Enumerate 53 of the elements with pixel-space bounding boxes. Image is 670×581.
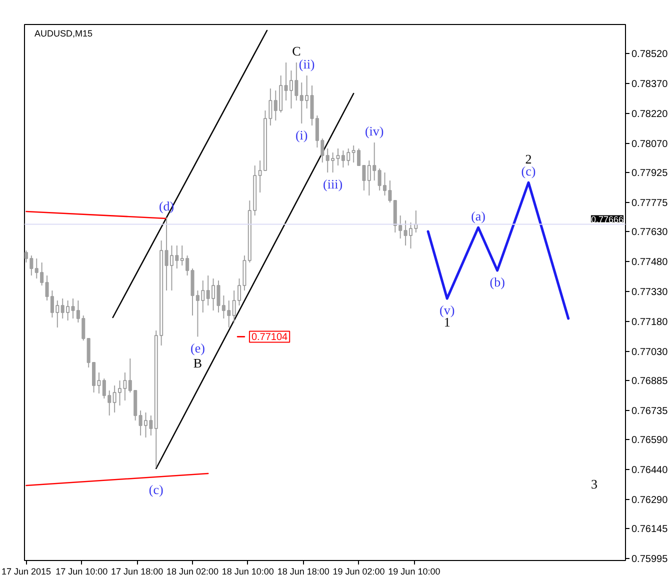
ref-line-label: 0.77666 — [590, 214, 624, 224]
y-tick-label: 0.78220 — [632, 109, 668, 120]
y-tick-label: 0.78520 — [632, 49, 668, 60]
y-tick-label: 0.77330 — [632, 287, 668, 298]
annotation: (i) — [295, 128, 308, 142]
y-tick-label: 0.77630 — [632, 227, 668, 238]
chart-title: AUDUSD,M15 — [34, 28, 93, 38]
annotation: (b) — [490, 274, 505, 290]
candlestick — [320, 138, 324, 163]
candlestick — [128, 358, 132, 393]
y-tick-label: 0.78070 — [632, 139, 668, 150]
annotation: (iii) — [323, 176, 343, 192]
y-tick-label: 0.77775 — [632, 198, 668, 209]
annotation: C — [292, 44, 301, 58]
annotation: (v) — [440, 302, 455, 318]
x-tick-label: 18 Jun 18:00 — [277, 566, 330, 576]
series-label: 0.77104 — [251, 332, 288, 344]
x-tick-label: 19 Jun 10:00 — [388, 566, 440, 576]
annotation: 2 — [525, 152, 532, 166]
y-tick-label: 0.77030 — [632, 347, 668, 358]
y-tick-label: 0.77480 — [632, 257, 668, 268]
y-tick-label: 0.76735 — [632, 406, 668, 417]
candlestick — [86, 338, 90, 368]
annotation: 1 — [444, 314, 450, 330]
y-tick-label: 0.78370 — [632, 79, 668, 90]
annotation: (e) — [190, 340, 205, 356]
x-tick-label: 18 Jun 10:00 — [222, 566, 274, 576]
x-tick-label: 17 Jun 2015 — [1, 566, 52, 576]
y-tick-label: 0.76885 — [632, 376, 668, 387]
candlestick — [398, 215, 402, 239]
annotation: (c) — [521, 164, 536, 178]
candlestick — [108, 390, 112, 416]
x-tick-label: 17 Jun 10:00 — [56, 566, 108, 576]
annotation: (a) — [471, 208, 486, 224]
annotation: (ii) — [298, 56, 315, 72]
candlestick — [34, 258, 38, 279]
y-tick-label: 0.76590 — [632, 435, 668, 446]
annotation: (c) — [148, 482, 164, 497]
candlestick — [102, 378, 106, 399]
annotation: B — [193, 356, 202, 371]
y-tick-label: 0.76145 — [632, 524, 668, 535]
y-tick-label: 0.77180 — [632, 317, 668, 328]
y-tick-label: 0.77925 — [632, 168, 668, 179]
y-tick-label: 0.76440 — [632, 465, 668, 476]
candlestick — [227, 300, 231, 328]
candlestick — [82, 315, 86, 341]
annotation: (iv) — [364, 124, 384, 138]
annotation: 3 — [591, 476, 598, 492]
x-tick-label: 18 Jun 02:00 — [166, 566, 219, 576]
y-tick-label: 0.75995 — [632, 554, 668, 565]
x-tick-label: 17 Jun 18:00 — [111, 566, 164, 576]
x-tick-label: 19 Jun 02:00 — [332, 566, 385, 576]
y-tick-label: 0.76290 — [632, 495, 668, 506]
